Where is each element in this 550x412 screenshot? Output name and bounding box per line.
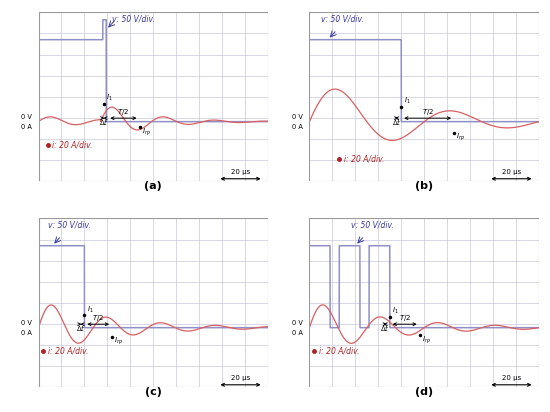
Text: (a): (a)	[145, 181, 162, 191]
Text: $I_1$: $I_1$	[106, 93, 113, 103]
Text: (b): (b)	[415, 181, 433, 191]
Text: $I_1$: $I_1$	[404, 96, 410, 106]
Text: 20 μs: 20 μs	[231, 375, 250, 382]
Text: 0 A: 0 A	[292, 330, 302, 336]
Text: v: 50 V/div.: v: 50 V/div.	[112, 15, 155, 24]
Text: (c): (c)	[145, 387, 162, 397]
Text: $I_1$: $I_1$	[392, 306, 399, 316]
Text: $\Delta t$: $\Delta t$	[392, 117, 402, 126]
Text: v: 50 V/div.: v: 50 V/div.	[351, 221, 393, 230]
Text: v: 50 V/div.: v: 50 V/div.	[321, 15, 364, 24]
Text: $I_{rp}$: $I_{rp}$	[456, 132, 465, 143]
Text: i: 20 A/div.: i: 20 A/div.	[52, 140, 92, 150]
Text: 0 A: 0 A	[21, 330, 31, 336]
Text: (d): (d)	[415, 387, 433, 397]
Text: $T/2$: $T/2$	[399, 313, 411, 323]
Text: $T/2$: $T/2$	[92, 313, 104, 323]
Text: $I_{rp}$: $I_{rp}$	[114, 336, 123, 347]
Text: 0 V: 0 V	[21, 114, 31, 120]
Text: 20 μs: 20 μs	[502, 169, 521, 175]
Text: 20 μs: 20 μs	[231, 169, 250, 175]
Text: $I_1$: $I_1$	[87, 305, 94, 315]
Text: 0 A: 0 A	[292, 124, 302, 130]
Text: $\Delta t$: $\Delta t$	[99, 117, 109, 126]
Text: 0 A: 0 A	[21, 124, 31, 130]
Text: $I_{rp}$: $I_{rp}$	[142, 126, 151, 138]
Text: v: 50 V/div.: v: 50 V/div.	[48, 221, 90, 230]
Text: 0 V: 0 V	[21, 320, 31, 326]
Text: $T/2$: $T/2$	[117, 107, 129, 117]
Text: $T/2$: $T/2$	[422, 107, 434, 117]
Text: $I_{rp}$: $I_{rp}$	[422, 334, 431, 346]
Text: i: 20 A/div.: i: 20 A/div.	[318, 346, 359, 356]
Text: 20 μs: 20 μs	[502, 375, 521, 382]
Text: i: 20 A/div.: i: 20 A/div.	[344, 154, 384, 164]
Text: $\Delta t$: $\Delta t$	[380, 323, 390, 332]
Text: $\Delta t$: $\Delta t$	[76, 323, 86, 332]
Text: 0 V: 0 V	[292, 320, 302, 326]
Text: 0 V: 0 V	[292, 114, 302, 120]
Text: i: 20 A/div.: i: 20 A/div.	[48, 346, 88, 356]
